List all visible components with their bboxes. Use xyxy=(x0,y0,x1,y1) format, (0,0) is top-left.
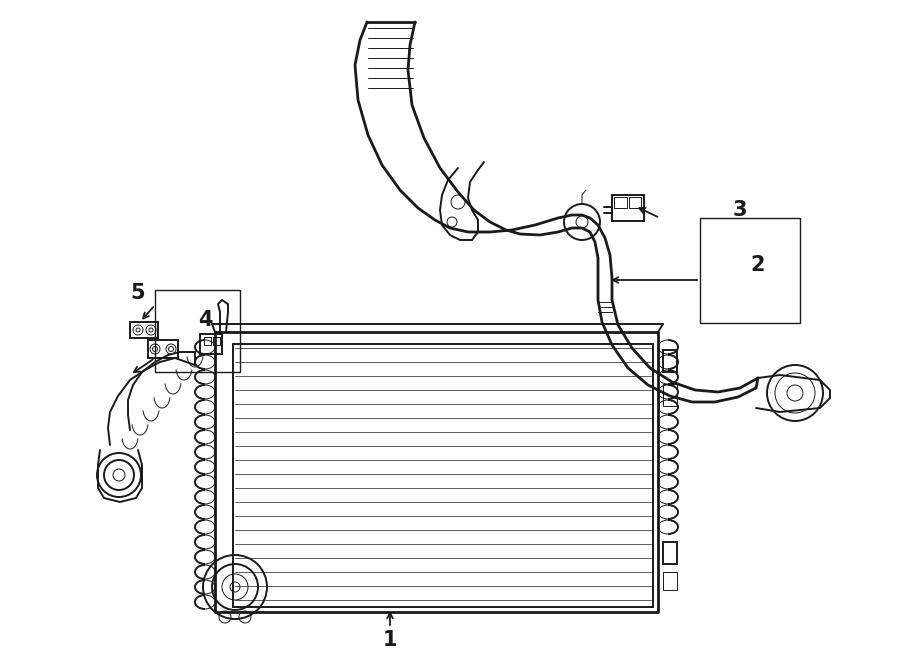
Text: 3: 3 xyxy=(733,200,747,220)
Bar xyxy=(700,218,800,323)
Bar xyxy=(614,197,627,208)
Text: 4: 4 xyxy=(198,310,212,330)
Bar xyxy=(148,340,178,358)
Bar xyxy=(663,572,677,590)
Bar xyxy=(213,337,220,345)
Bar xyxy=(200,334,222,354)
Bar xyxy=(629,197,641,208)
Bar xyxy=(130,322,158,338)
Text: 2: 2 xyxy=(751,255,765,275)
Bar xyxy=(204,337,211,345)
Text: 1: 1 xyxy=(382,630,397,650)
Bar xyxy=(663,350,677,372)
Bar xyxy=(663,542,677,564)
Bar xyxy=(663,384,677,406)
Bar xyxy=(612,195,644,221)
Bar xyxy=(155,290,240,372)
Text: 5: 5 xyxy=(130,283,145,303)
